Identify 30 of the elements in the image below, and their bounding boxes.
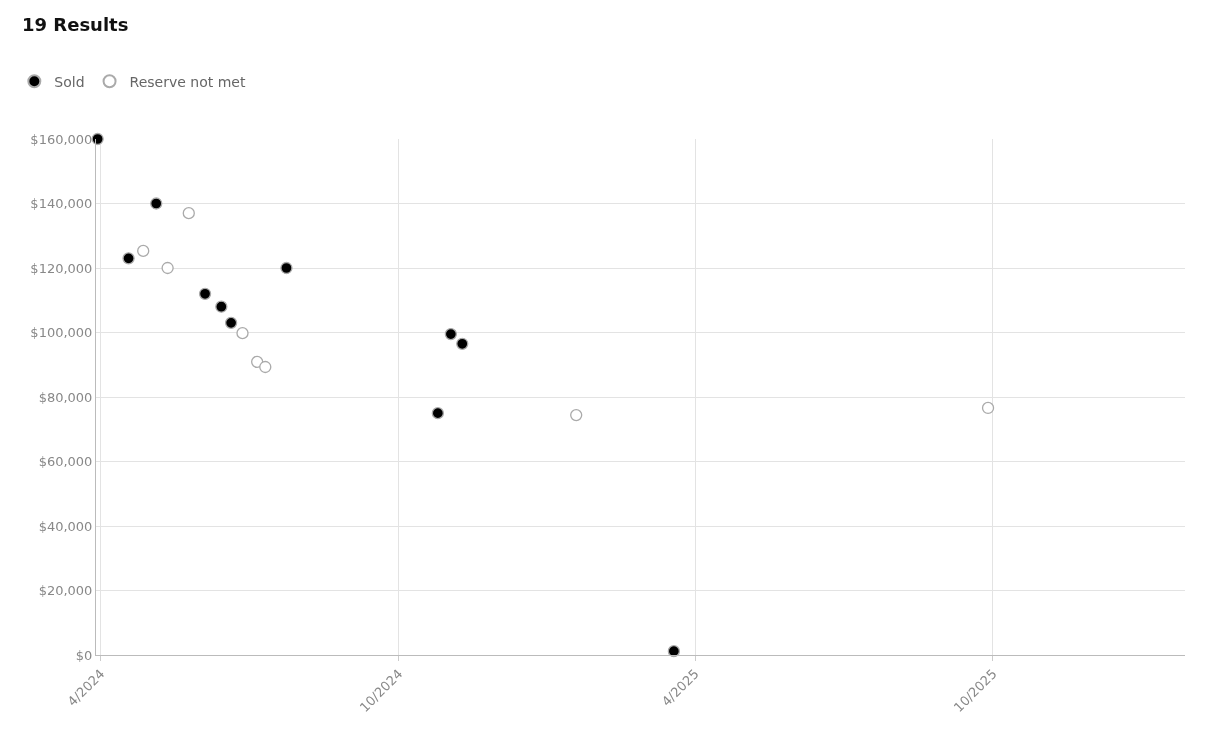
point (236, 327, 249, 340)
y-tick-label: $60,000 (38, 454, 93, 470)
point (215, 300, 228, 313)
point (161, 261, 174, 275)
point (456, 337, 469, 350)
point (259, 360, 272, 374)
point (280, 261, 293, 275)
y-tick-label: $160,000 (30, 131, 93, 147)
y-tick-label: $80,000 (38, 389, 93, 405)
legend-label: Sold (54, 73, 85, 90)
point (122, 252, 135, 265)
point (182, 207, 195, 220)
point (91, 132, 104, 146)
y-tick-label: $40,000 (38, 518, 93, 534)
point (667, 644, 681, 658)
point (198, 287, 212, 300)
chart-title: 19 Results (22, 13, 129, 35)
y-tick-label: $120,000 (30, 260, 93, 276)
legend-label: Reserve not met (129, 73, 246, 90)
point (444, 327, 458, 341)
point (431, 406, 444, 420)
point (150, 197, 163, 210)
point (981, 401, 995, 415)
y-tick-label: $20,000 (38, 583, 93, 599)
y-tick-label: $100,000 (30, 325, 93, 341)
point (137, 244, 150, 258)
point (224, 316, 238, 329)
y-tick-label: $0 (75, 647, 93, 663)
y-tick-label: $140,000 (30, 196, 93, 212)
point (570, 408, 583, 422)
